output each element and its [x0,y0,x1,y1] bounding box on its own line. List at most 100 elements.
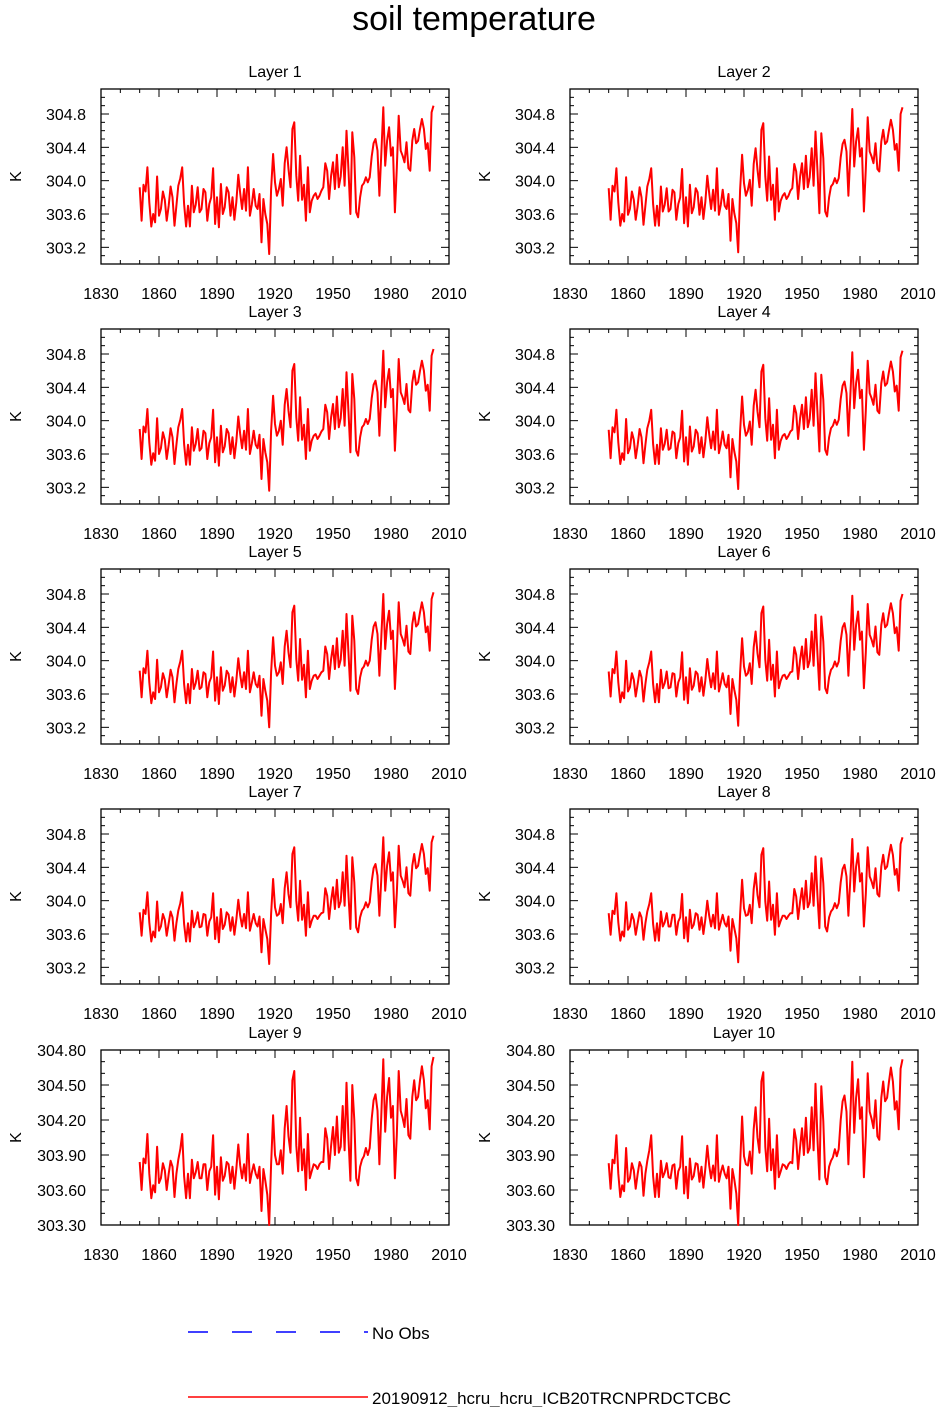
y-tick-label: 304.0 [515,654,555,671]
y-tick-label: 304.0 [515,894,555,911]
y-tick-label: 303.2 [46,720,86,737]
legend-label-no-obs: No Obs [372,1324,430,1343]
y-tick-label: 303.2 [515,960,555,977]
y-tick-label: 304.8 [46,107,86,124]
x-tick-label: 2010 [431,1247,467,1264]
series-line [138,105,435,255]
series-line [607,593,904,727]
x-tick-label: 1920 [257,286,293,303]
y-tick-label: 304.4 [515,620,555,637]
x-tick-label: 1860 [141,1006,177,1023]
x-tick-label: 1830 [552,1247,588,1264]
series-line [607,1059,904,1226]
x-tick-label: 2010 [900,766,936,783]
y-tick-label: 304.8 [515,827,555,844]
series-line [138,835,435,965]
x-tick-label: 1920 [726,286,762,303]
x-tick-label: 1920 [726,1006,762,1023]
y-axis-label: K [477,1132,494,1143]
x-tick-label: 1950 [315,1006,351,1023]
x-tick-label: 1980 [373,1006,409,1023]
y-axis-label: K [8,1132,25,1143]
x-tick-label: 1860 [141,286,177,303]
y-tick-label: 304.4 [46,620,86,637]
y-tick-label: 303.2 [515,480,555,497]
series-line [138,348,435,492]
x-tick-label: 1860 [610,526,646,543]
y-axis-label: K [8,171,25,182]
x-tick-label: 1980 [373,286,409,303]
x-tick-label: 1950 [315,526,351,543]
x-tick-label: 1980 [842,1006,878,1023]
x-tick-label: 2010 [431,1006,467,1023]
y-tick-label: 303.2 [46,480,86,497]
y-tick-label: 303.2 [515,720,555,737]
y-tick-label: 304.80 [506,1043,555,1060]
legend-label-model-run: 20190912_hcru_hcru_ICB20TRCNPRDCTCBC [372,1389,731,1407]
panel-title: Layer 7 [248,784,301,801]
series-line [138,1056,435,1226]
x-tick-label: 1980 [842,766,878,783]
y-tick-label: 303.30 [506,1218,555,1235]
x-tick-label: 1890 [199,1247,235,1264]
y-tick-label: 303.30 [37,1218,86,1235]
x-tick-label: 1830 [83,766,119,783]
y-axis-label: K [477,171,494,182]
x-tick-label: 1980 [373,526,409,543]
legend-item-model-run: 20190912_hcru_hcru_ICB20TRCNPRDCTCBC [188,1389,731,1407]
y-tick-label: 303.6 [515,687,555,704]
y-tick-label: 304.0 [46,174,86,191]
x-tick-label: 1830 [83,1006,119,1023]
panel-title: Layer 10 [713,1025,775,1042]
panel-title: Layer 1 [248,64,301,81]
y-tick-label: 304.4 [515,380,555,397]
x-tick-label: 1950 [784,1006,820,1023]
y-tick-label: 303.90 [37,1148,86,1165]
series-line [607,837,904,964]
y-tick-label: 304.4 [515,140,555,157]
x-tick-label: 1860 [610,766,646,783]
y-tick-label: 304.8 [46,587,86,604]
y-tick-label: 304.8 [46,827,86,844]
x-tick-label: 2010 [900,286,936,303]
series-line [138,592,435,729]
chart-panel-layer-2: Layer 2 K 1830 1860 1890 1920 1950 1980 2010 303.… [477,64,936,303]
x-tick-label: 1830 [552,766,588,783]
y-tick-label: 303.90 [506,1148,555,1165]
y-tick-label: 303.6 [46,687,86,704]
x-tick-label: 2010 [900,526,936,543]
chart-panel-layer-6: Layer 6 K 1830 1860 1890 1920 1950 1980 2010 303.… [477,544,936,783]
x-tick-label: 1950 [784,526,820,543]
panel-title: Layer 2 [717,64,770,81]
y-tick-label: 303.6 [46,927,86,944]
y-tick-label: 304.0 [46,654,86,671]
x-tick-label: 1890 [668,1247,704,1264]
x-tick-label: 2010 [900,1006,936,1023]
page-title: soil temperature [352,0,596,38]
panel-title: Layer 4 [717,304,770,321]
y-axis-label: K [477,411,494,422]
x-tick-label: 2010 [431,286,467,303]
x-tick-label: 1890 [199,526,235,543]
y-tick-label: 304.8 [515,347,555,364]
y-tick-label: 303.6 [46,207,86,224]
y-axis-label: K [8,651,25,662]
y-tick-label: 303.60 [37,1183,86,1200]
y-tick-label: 304.20 [506,1113,555,1130]
x-tick-label: 1920 [726,766,762,783]
panel-title: Layer 3 [248,304,301,321]
y-tick-label: 304.4 [46,860,86,877]
y-tick-label: 303.6 [515,207,555,224]
panel-title: Layer 9 [248,1025,301,1042]
x-tick-label: 1890 [668,286,704,303]
chart-panel-layer-4: Layer 4 K 1830 1860 1890 1920 1950 1980 2010 303.… [477,304,936,543]
x-tick-label: 1920 [726,526,762,543]
x-tick-label: 1860 [610,1247,646,1264]
x-tick-label: 1920 [257,1006,293,1023]
x-tick-label: 1860 [141,766,177,783]
chart-panels: Layer 1 K 1830 1860 1890 1920 1950 1980 2010 303.… [8,64,936,1264]
y-axis-label: K [8,891,25,902]
legend-item-no-obs: No Obs [188,1324,430,1343]
x-tick-label: 1830 [83,286,119,303]
